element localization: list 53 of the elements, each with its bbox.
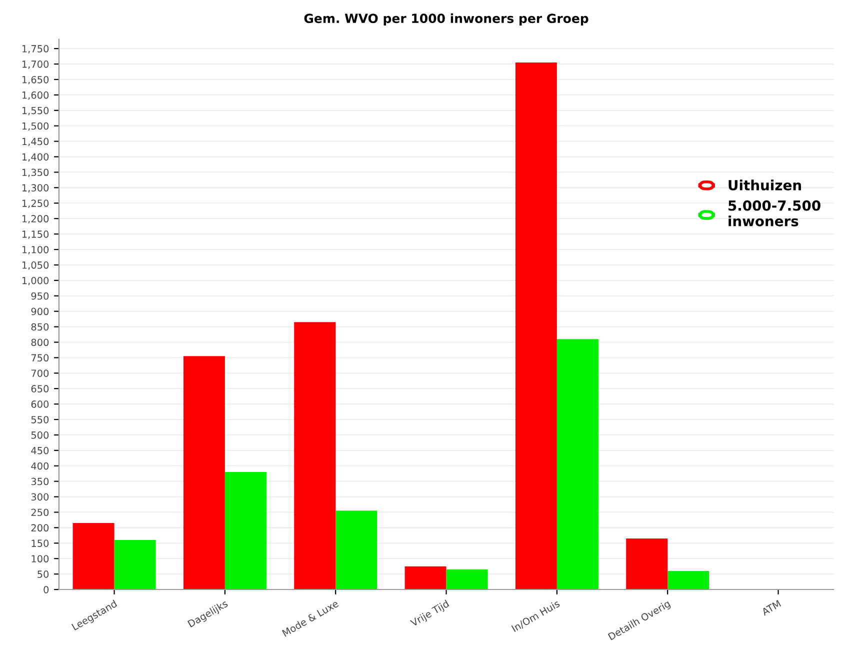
bar [515, 62, 557, 590]
y-tick-label: 450 [31, 446, 49, 454]
bar [668, 570, 710, 590]
y-tick-label: 1,450 [22, 138, 49, 146]
y-tick-label: 150 [32, 540, 49, 547]
y-tick-label: 850 [31, 323, 49, 331]
y-tick-label: 1,600 [22, 91, 49, 100]
y-tick-label: 650 [31, 385, 49, 392]
y-tick-label: 0 [44, 586, 49, 594]
y-tick-label: 100 [32, 555, 49, 562]
bar [72, 523, 114, 590]
bar [556, 339, 598, 590]
y-tick-label: 1,000 [22, 276, 49, 286]
bar [224, 472, 266, 590]
y-tick-label: 1,250 [22, 200, 49, 208]
y-tick-label: 250 [31, 508, 49, 516]
bar [446, 569, 488, 590]
y-tick-label: 600 [31, 400, 49, 408]
y-tick-label: 550 [31, 416, 49, 424]
y-tick-label: 400 [31, 462, 49, 470]
y-tick-label: 800 [31, 338, 49, 346]
y-tick-label: 1,100 [22, 246, 49, 254]
legend-label: 5.000-7.500 inwoners [728, 200, 820, 226]
y-tick-label: 950 [31, 292, 49, 300]
y-tick-label: 1,550 [22, 106, 49, 116]
bar [183, 356, 225, 590]
y-tick-label: 1,650 [22, 76, 49, 84]
y-tick-label: 1,700 [22, 60, 49, 69]
y-tick-label: 50 [38, 570, 49, 578]
y-tick-label: 700 [31, 370, 49, 377]
y-tick-label: 200 [31, 524, 49, 532]
x-tick-label: Vrije Tijd [410, 600, 450, 628]
y-tick-label: 1,150 [22, 230, 49, 239]
legend-label: Uithuizen [728, 180, 801, 190]
y-tick-label: 1,050 [22, 261, 49, 270]
y-tick-label: 1,750 [22, 45, 49, 54]
y-tick-label: 1,300 [22, 184, 49, 192]
y-tick-label: 1,400 [22, 153, 49, 162]
y-tick-label: 500 [31, 431, 49, 439]
y-tick-label: 1,350 [22, 168, 49, 178]
bar [626, 538, 668, 590]
y-tick-label: 1,200 [22, 215, 49, 224]
y-tick-label: 350 [31, 478, 49, 486]
y-tick-label: 1,500 [22, 122, 49, 131]
y-tick-label: 300 [31, 493, 49, 501]
chart-title: Gem. WVO per 1000 inwoners per Groep [304, 13, 588, 26]
y-tick-label: 900 [31, 308, 49, 316]
y-tick-label: 750 [31, 354, 49, 362]
bar [294, 322, 336, 590]
bar [404, 566, 446, 590]
bar [336, 510, 378, 590]
bar [114, 540, 156, 590]
x-tick-label: ATM [760, 600, 782, 616]
